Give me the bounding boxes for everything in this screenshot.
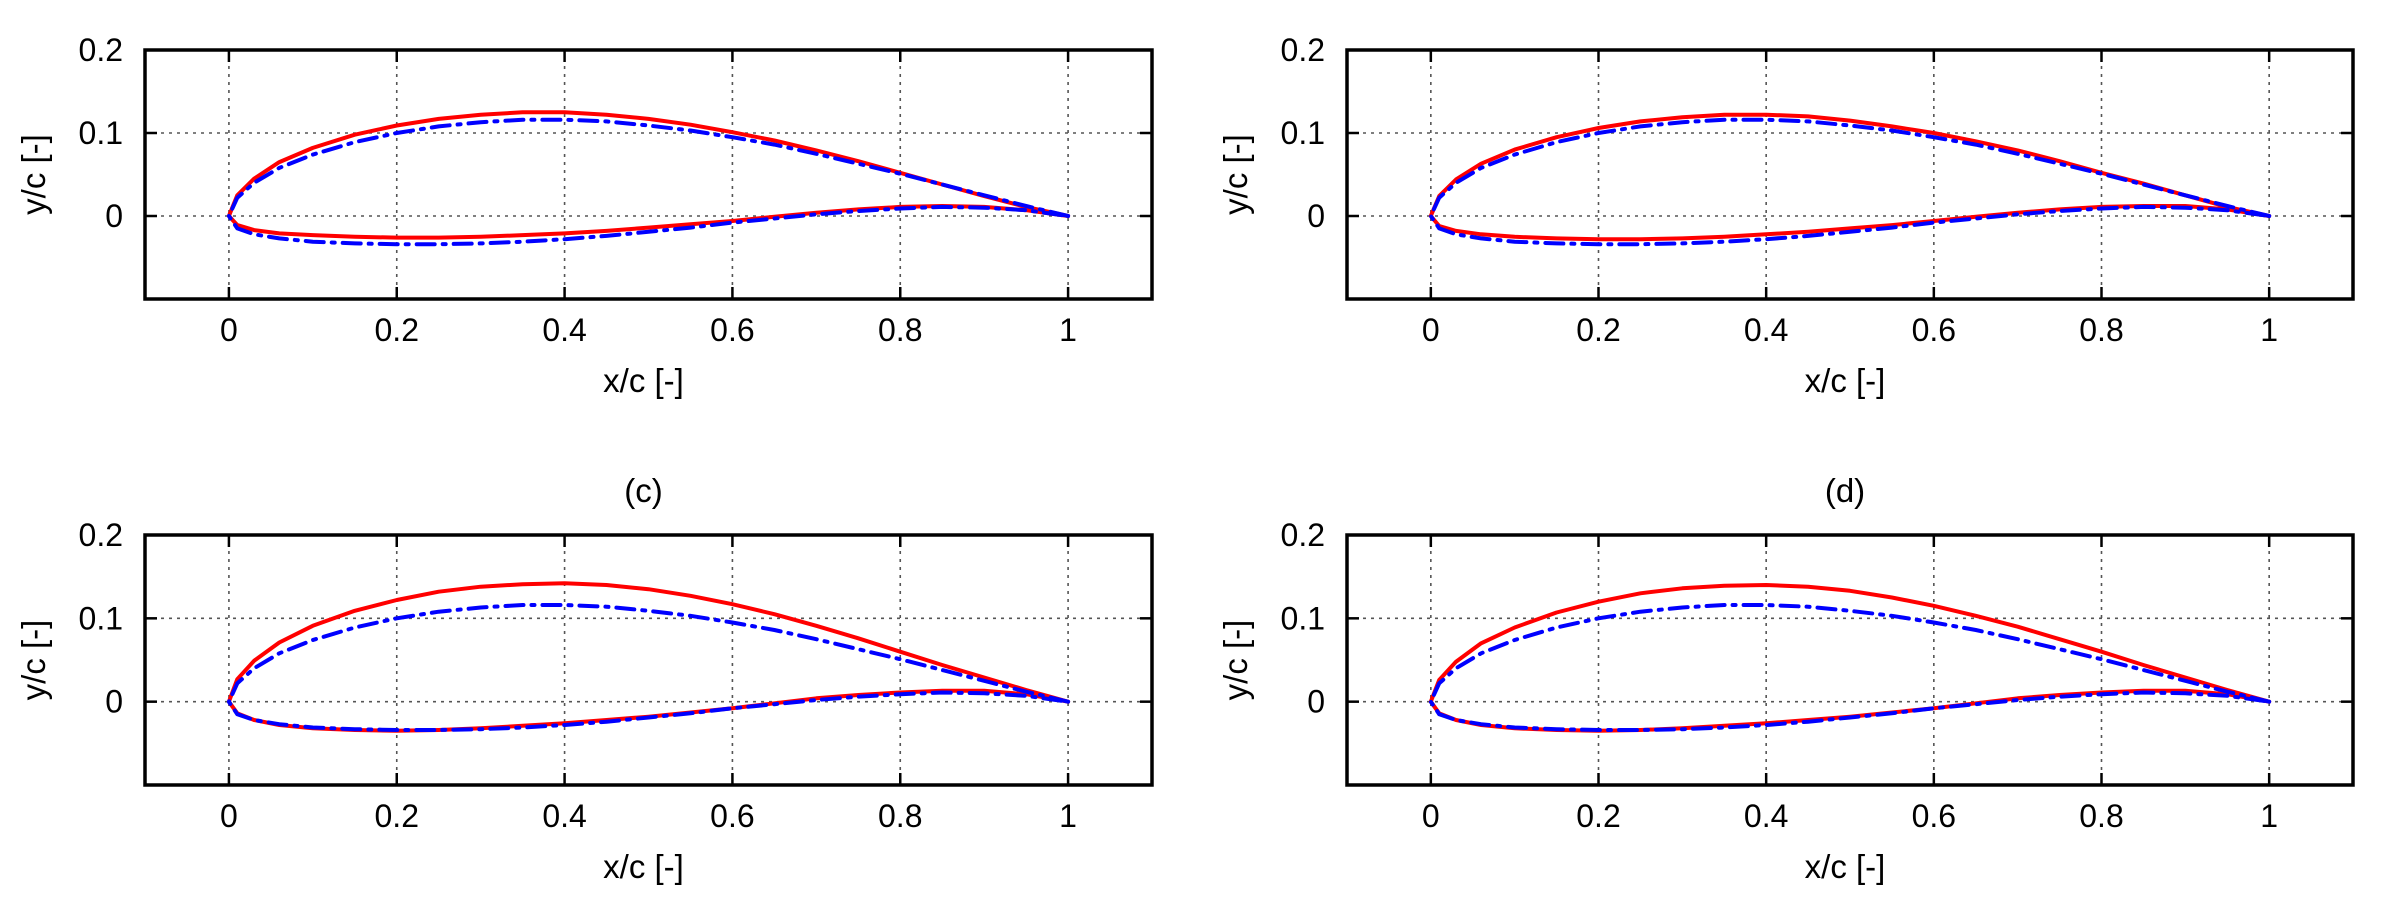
y-tick-label: 0.1 [1281, 115, 1325, 151]
x-tick-label: 0.8 [878, 798, 922, 834]
plot-frame [1345, 533, 2355, 787]
x-tick-label: 1 [1059, 312, 1077, 348]
y-tick-label: 0 [1307, 198, 1325, 234]
x-tick-label: 0.8 [2079, 798, 2123, 834]
x-tick-label: 0.4 [1744, 798, 1788, 834]
x-axis-label: x/c [-] [603, 362, 684, 399]
series-1-airfoil-contour [226, 110, 1071, 240]
x-tick-label: 0 [220, 798, 238, 834]
x-tick-label: 1 [2260, 312, 2278, 348]
series-2-airfoil-contour [226, 603, 1071, 732]
x-tick-label: 0 [1422, 312, 1440, 348]
x-tick-label: 0.8 [878, 312, 922, 348]
series-2-airfoil-contour [1428, 603, 2272, 732]
chart-panel-3: 0 0.2 0.4 0.6 0.8 1 0 0.1 0.2 x/c [-] y/c [-] (c) [15, 472, 1154, 885]
x-tick-label: 0.2 [1576, 312, 1620, 348]
series-1-airfoil-contour [226, 581, 1071, 733]
series-2-airfoil-contour [1428, 117, 2272, 247]
y-axis-label: y/c [-] [1217, 620, 1254, 701]
panel-title: (c) [624, 472, 662, 509]
x-tick-label: 0.4 [1744, 312, 1788, 348]
y-tick-label: 0.2 [79, 32, 123, 68]
y-tick-label: 0.1 [79, 115, 123, 151]
x-tick-label: 0.8 [2079, 312, 2123, 348]
y-axis-label: y/c [-] [1217, 134, 1254, 215]
x-tick-label: 1 [1059, 798, 1077, 834]
y-tick-label: 0.2 [79, 517, 123, 553]
series-1-airfoil-contour [1428, 583, 2272, 733]
x-tick-label: 0.2 [1576, 798, 1620, 834]
series-2-airfoil-contour [226, 117, 1071, 247]
chart-panel-2: 0 0.2 0.4 0.6 0.8 1 0 0.1 0.2 x/c [-] y/c [-] [1217, 32, 2355, 399]
x-tick-label: 0.4 [542, 798, 586, 834]
y-tick-label: 0.1 [79, 600, 123, 636]
plot-frame [143, 48, 1154, 301]
y-tick-label: 0.2 [1281, 517, 1325, 553]
chart-panel-1: 0 0.2 0.4 0.6 0.8 1 0 0.1 0.2 x/c [-] y/c [-] [15, 32, 1154, 399]
x-axis-label: x/c [-] [603, 848, 684, 885]
x-tick-label: 1 [2260, 798, 2278, 834]
y-axis-label: y/c [-] [15, 134, 52, 215]
x-tick-label: 0.6 [710, 798, 754, 834]
x-tick-label: 0.6 [1912, 312, 1956, 348]
x-tick-label: 0.6 [1912, 798, 1956, 834]
chart-panel-4: 0 0.2 0.4 0.6 0.8 1 0 0.1 0.2 x/c [-] y/c [-] (d) [1217, 472, 2355, 885]
x-tick-label: 0 [220, 312, 238, 348]
x-tick-label: 0.4 [542, 312, 586, 348]
plot-frame [1345, 48, 2355, 301]
x-tick-label: 0.6 [710, 312, 754, 348]
x-axis-label: x/c [-] [1805, 362, 1886, 399]
y-tick-label: 0 [105, 198, 123, 234]
x-tick-label: 0.2 [375, 798, 419, 834]
y-tick-label: 0.2 [1281, 32, 1325, 68]
panel-title: (d) [1825, 472, 1865, 509]
y-tick-label: 0 [1307, 684, 1325, 720]
x-tick-label: 0.2 [375, 312, 419, 348]
y-tick-label: 0.1 [1281, 600, 1325, 636]
x-tick-label: 0 [1422, 798, 1440, 834]
x-axis-label: x/c [-] [1805, 848, 1886, 885]
y-axis-label: y/c [-] [15, 620, 52, 701]
y-tick-label: 0 [105, 684, 123, 720]
plot-frame [143, 533, 1154, 787]
